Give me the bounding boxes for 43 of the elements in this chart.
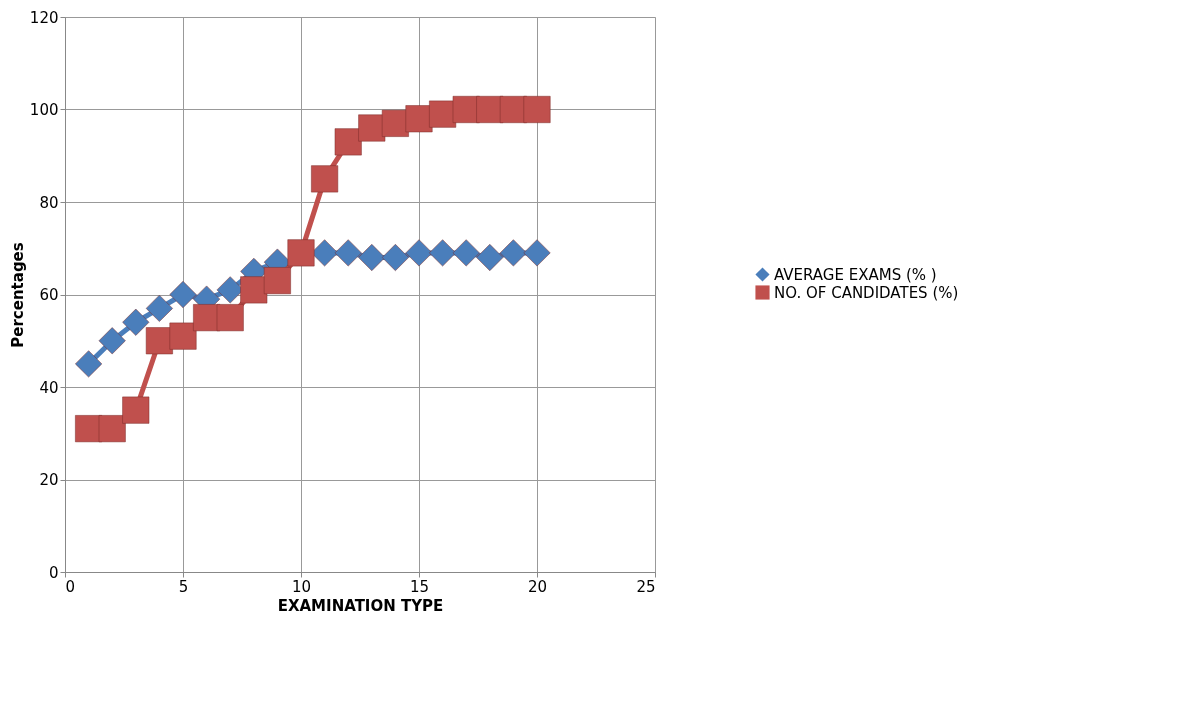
- point: [240, 276, 268, 304]
- y-tick-label: 80: [39, 193, 59, 212]
- y-tick-label: 0: [48, 563, 59, 582]
- point: [98, 415, 126, 443]
- x-tick-label: 20: [527, 577, 548, 596]
- x-tick-label: 25: [636, 577, 656, 596]
- point: [499, 239, 527, 267]
- point: [169, 281, 197, 308]
- point: [311, 165, 339, 193]
- x-tick-label: 0: [65, 577, 76, 596]
- y-tick-label: 100: [29, 101, 59, 119]
- point: [381, 244, 409, 271]
- point: [122, 396, 150, 424]
- y-tick-label: 20: [39, 471, 59, 489]
- point: [358, 114, 386, 142]
- point: [334, 239, 362, 267]
- point: [405, 105, 433, 133]
- point: [98, 327, 126, 355]
- point: [334, 128, 362, 156]
- point: [523, 96, 551, 123]
- point: [263, 267, 291, 295]
- point: [145, 294, 173, 322]
- x-tick-label: 15: [409, 577, 430, 596]
- point: [358, 244, 386, 271]
- legend-label: NO. OF CANDIDATES (%): [774, 283, 959, 302]
- y-tick-label: 120: [29, 8, 59, 27]
- point: [523, 239, 551, 267]
- point: [287, 239, 315, 267]
- x-tick-label: 10: [291, 577, 312, 596]
- point: [429, 239, 457, 267]
- x-axis-title: EXAMINATION TYPE: [277, 596, 444, 615]
- point: [122, 308, 150, 336]
- y-tick-label: 40: [39, 378, 59, 397]
- point: [75, 350, 103, 378]
- point: [476, 244, 504, 271]
- x-tick-label: 5: [178, 577, 189, 596]
- point: [452, 239, 480, 267]
- y-axis-title: Percentages: [8, 242, 27, 348]
- point: [405, 239, 433, 267]
- point: [216, 304, 244, 332]
- legend-label: AVERAGE EXAMS (% ): [774, 265, 937, 284]
- y-tick-label: 60: [39, 286, 59, 304]
- point: [169, 322, 197, 350]
